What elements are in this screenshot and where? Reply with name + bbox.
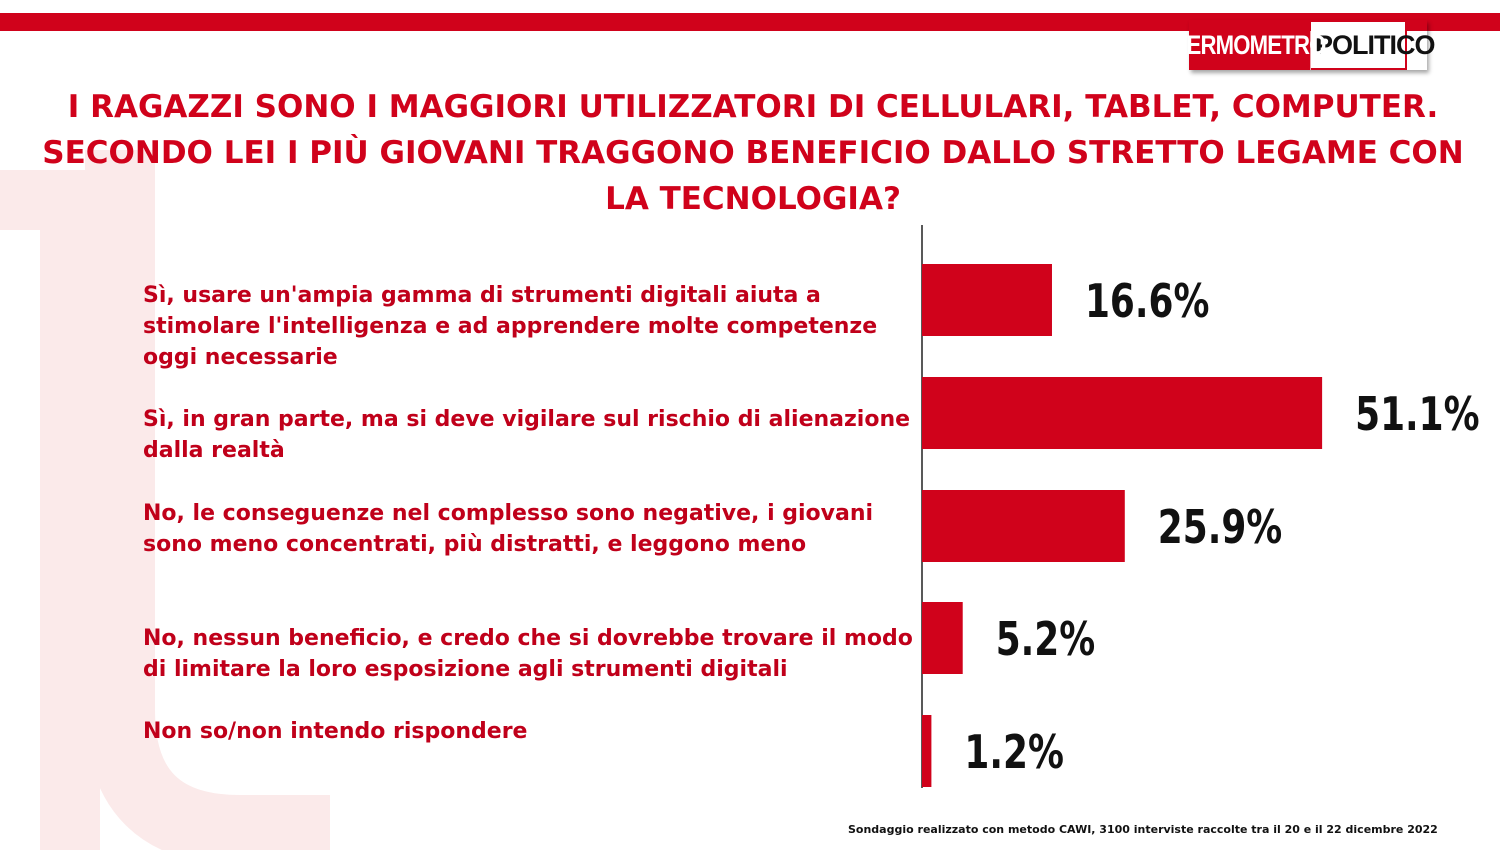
bar-1 xyxy=(922,264,1052,336)
value-label-4: 5.2% xyxy=(996,613,1096,667)
value-label-2: 51.1% xyxy=(1355,388,1479,442)
value-label-3: 25.9% xyxy=(1158,501,1282,555)
category-label-4: No, nessun beneficio, e credo che si dov… xyxy=(143,626,913,682)
bar-4 xyxy=(922,602,963,674)
bar-2 xyxy=(922,377,1323,449)
chart-title: I RAGAZZI SONO I MAGGIORI UTILIZZATORI D… xyxy=(42,89,1464,217)
bar-3 xyxy=(922,490,1125,562)
value-label-5: 1.2% xyxy=(964,726,1064,780)
footnote: Sondaggio realizzato con metodo CAWI, 31… xyxy=(848,823,1438,836)
bar-5 xyxy=(922,715,932,787)
logo-part1: TERMOMETRO xyxy=(1174,20,1326,70)
category-label-5: Non so/non intendo rispondere xyxy=(143,719,528,744)
termometro-politico-logo: TERMOMETRO POLITICO xyxy=(1174,20,1436,70)
top-red-band xyxy=(0,13,1500,31)
category-label-3: No, le conseguenze nel complesso sono ne… xyxy=(143,501,874,557)
value-label-1: 16.6% xyxy=(1085,275,1209,329)
category-label-2: Sì, in gran parte, ma si deve vigilare s… xyxy=(143,407,911,463)
category-label-1: Sì, usare un'ampia gamma di strumenti di… xyxy=(143,283,878,370)
